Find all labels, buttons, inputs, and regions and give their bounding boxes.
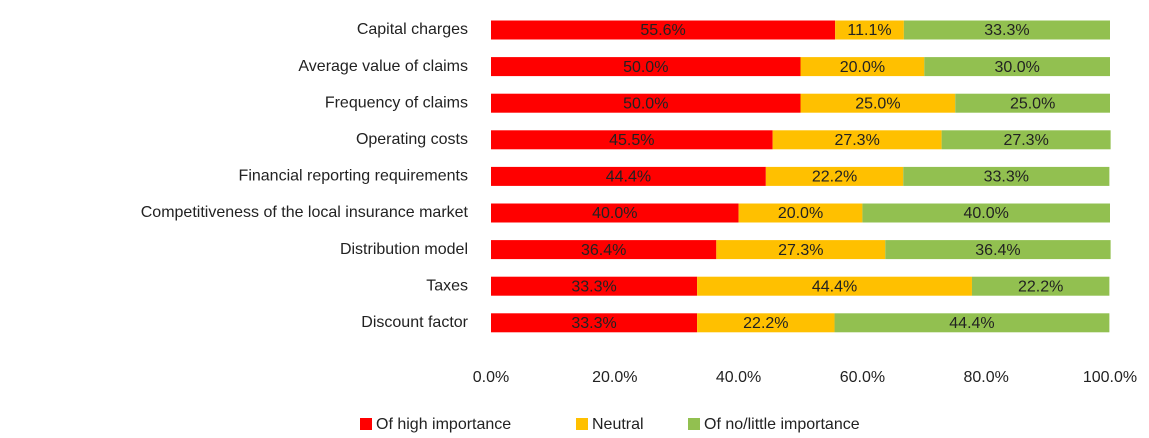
x-tick-label: 40.0% [716, 369, 761, 386]
data-label: 44.4% [949, 315, 994, 332]
data-label: 50.0% [623, 59, 668, 76]
bar-segment [491, 20, 836, 40]
data-label: 44.4% [812, 278, 857, 295]
bar-segment [924, 57, 1110, 77]
data-label: 33.3% [984, 22, 1029, 39]
bar-segment [697, 276, 972, 296]
bar-segment [765, 166, 904, 186]
legend-label: Neutral [592, 416, 644, 433]
data-label: 27.3% [1003, 132, 1048, 149]
bar-segment [491, 93, 801, 113]
category-label: Frequency of claims [325, 94, 468, 111]
bar-segment [491, 313, 698, 333]
legend-label: Of no/little importance [704, 416, 860, 433]
data-label: 27.3% [834, 132, 879, 149]
legend-swatch [576, 418, 588, 430]
bar-segment [716, 240, 886, 260]
bar-segment [491, 166, 766, 186]
x-tick-label: 20.0% [592, 369, 637, 386]
legend-label: Of high importance [376, 416, 511, 433]
bar-segment [955, 93, 1110, 113]
bar-segment [697, 313, 835, 333]
data-label: 44.4% [606, 169, 651, 186]
data-label: 22.2% [812, 169, 857, 186]
bar-segment [491, 130, 773, 150]
category-label: Taxes [426, 277, 468, 294]
x-tick-label: 100.0% [1083, 369, 1137, 386]
bar-segment [738, 203, 863, 223]
bar-segment [800, 57, 925, 77]
bar-segment [491, 240, 717, 260]
bar-segment [800, 93, 956, 113]
category-label: Average value of claims [298, 58, 468, 75]
bar-segment [491, 276, 698, 296]
category-label: Discount factor [361, 314, 468, 331]
bar-segment [941, 130, 1111, 150]
data-label: 20.0% [778, 205, 823, 222]
data-label: 33.3% [571, 278, 616, 295]
data-label: 22.2% [1018, 278, 1063, 295]
x-tick-label: 0.0% [473, 369, 509, 386]
data-label: 40.0% [964, 205, 1009, 222]
x-tick-label: 60.0% [840, 369, 885, 386]
data-label: 33.3% [984, 169, 1029, 186]
bar-segment [835, 20, 904, 40]
data-label: 27.3% [778, 242, 823, 259]
data-label: 20.0% [840, 59, 885, 76]
bar-segment [862, 203, 1110, 223]
data-label: 25.0% [1010, 95, 1055, 112]
data-label: 36.4% [581, 242, 626, 259]
legend-swatch [688, 418, 700, 430]
bar-segment [903, 20, 1110, 40]
legend-swatch [360, 418, 372, 430]
category-label: Distribution model [340, 241, 468, 258]
bar-segment [834, 313, 1110, 333]
data-label: 55.6% [640, 22, 685, 39]
bar-segment [971, 276, 1110, 296]
data-label: 50.0% [623, 95, 668, 112]
bar-segment [885, 240, 1111, 260]
data-label: 30.0% [994, 59, 1039, 76]
data-label: 45.5% [609, 132, 654, 149]
data-label: 11.1% [847, 22, 891, 39]
bar-segment [772, 130, 942, 150]
category-label: Capital charges [357, 21, 468, 38]
category-label: Competitiveness of the local insurance m… [141, 204, 469, 221]
x-tick-label: 80.0% [964, 369, 1009, 386]
category-label: Operating costs [356, 131, 468, 148]
bar-segment [491, 203, 739, 223]
data-label: 40.0% [592, 205, 637, 222]
bar-segment [903, 166, 1110, 186]
data-label: 22.2% [743, 315, 788, 332]
bar-segment [491, 57, 801, 77]
category-label: Financial reporting requirements [239, 168, 468, 185]
data-label: 33.3% [571, 315, 616, 332]
data-label: 36.4% [975, 242, 1020, 259]
data-label: 25.0% [855, 95, 900, 112]
